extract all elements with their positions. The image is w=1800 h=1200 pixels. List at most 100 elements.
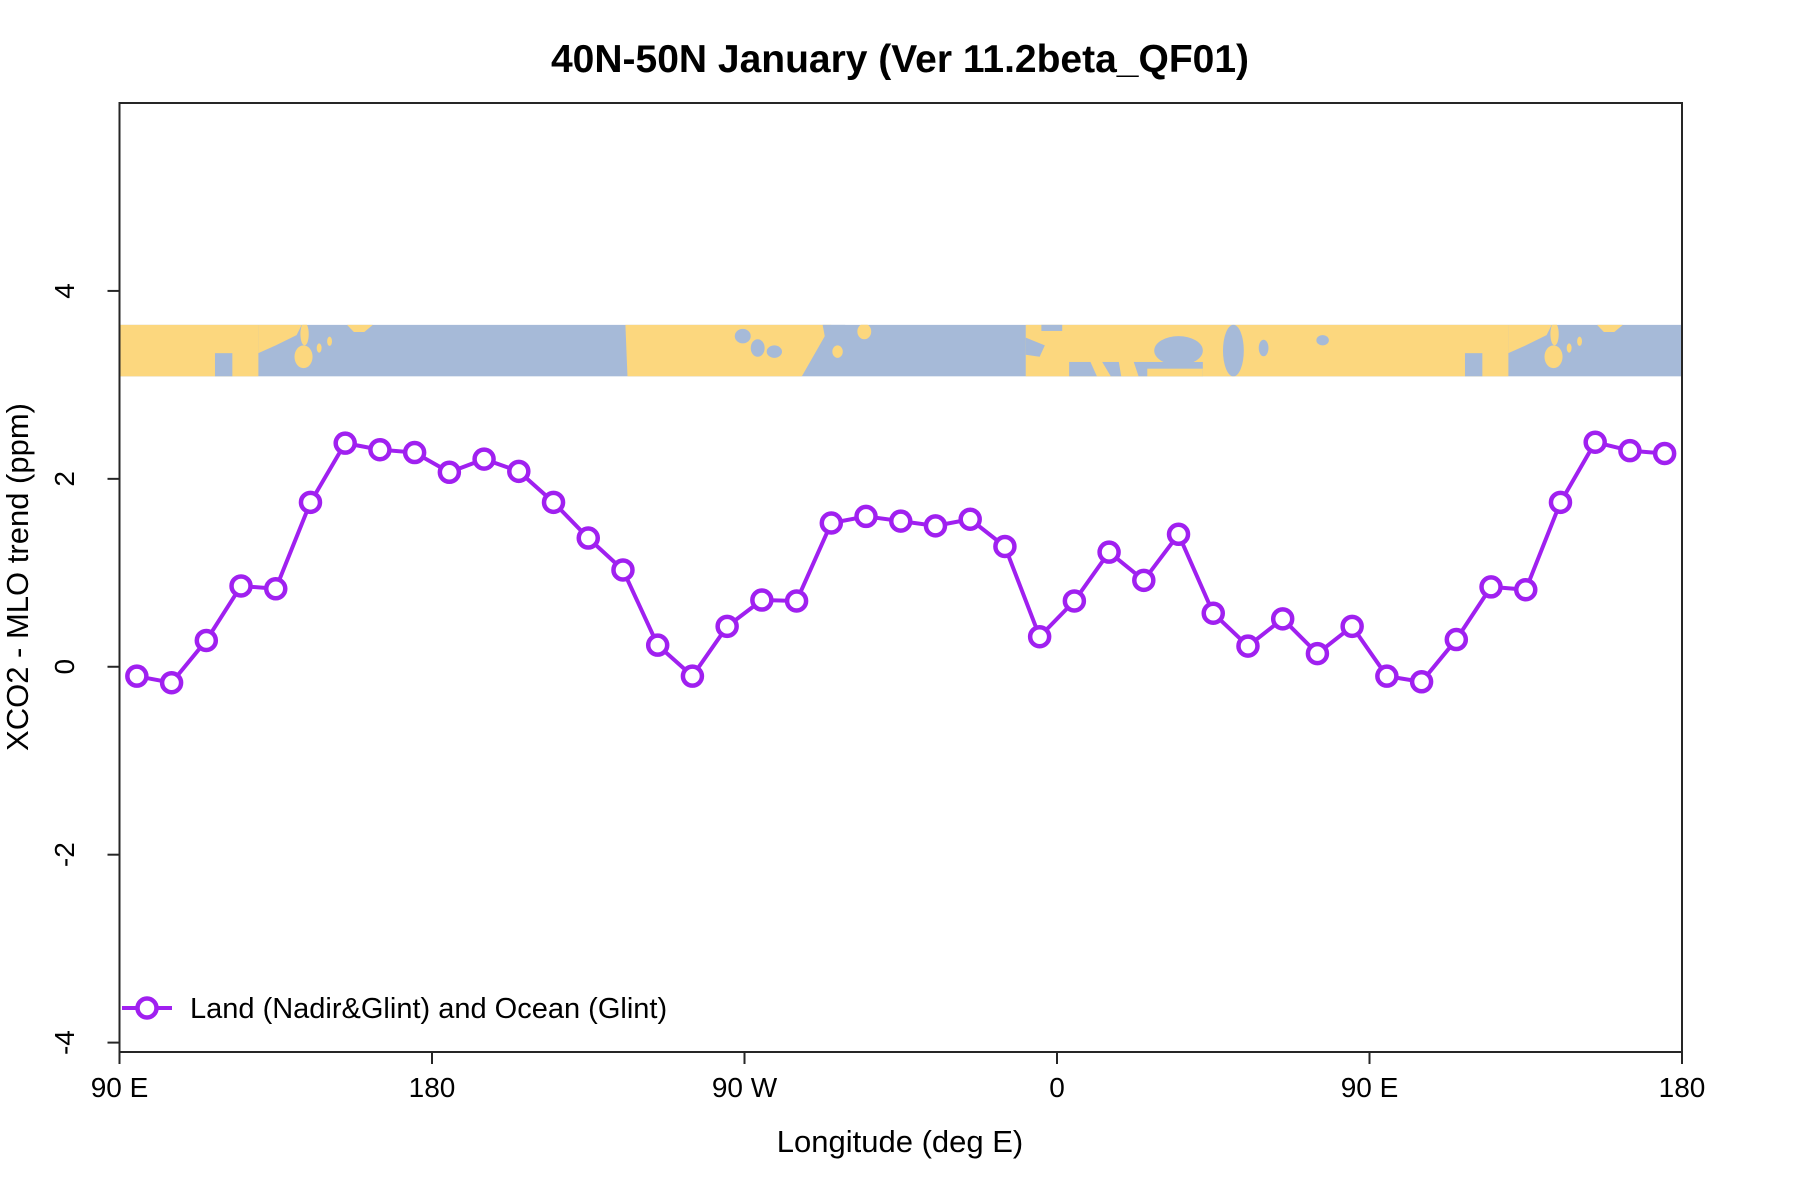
data-point (1548, 490, 1573, 515)
data-point (159, 670, 184, 695)
map-land-shape (316, 343, 322, 353)
map-water-shape (1464, 353, 1483, 377)
data-point (611, 558, 635, 582)
data-point (1444, 627, 1469, 652)
data-point (229, 574, 253, 598)
axes: 90 E 180 90 W 0 90 E 180 4 2 0 -2 -4 (49, 283, 1705, 1103)
data-point (750, 588, 774, 612)
data-point (194, 628, 219, 653)
map-water-shape (750, 339, 765, 357)
data-point (1027, 624, 1052, 649)
data-point (1166, 522, 1191, 547)
data-point (437, 460, 462, 485)
map-water-shape (734, 328, 751, 344)
data-point (715, 614, 739, 639)
y-tick-label: 2 (49, 471, 80, 487)
map-water-shape (1258, 339, 1269, 357)
map-land-shape (294, 345, 313, 369)
data-point (645, 633, 670, 657)
data-point (1132, 568, 1156, 593)
data-point (1236, 634, 1260, 658)
map-water-shape (1041, 324, 1063, 331)
legend-label: Land (Nadir&Glint) and Ocean (Glint) (190, 993, 667, 1025)
x-tick-label: 90 W (712, 1072, 778, 1103)
map-land-shape (1566, 343, 1572, 353)
chart-title: 40N-50N January (Ver 11.2beta_QF01) (551, 38, 1249, 81)
y-axis-title: XCO2 - MLO trend (ppm) (0, 403, 35, 751)
x-tick-label: 180 (1659, 1072, 1706, 1103)
data-point (1305, 641, 1330, 666)
x-tick-label: 0 (1049, 1072, 1065, 1103)
y-tick-label: 4 (49, 283, 80, 299)
map-land-shape (1147, 368, 1203, 377)
map-land-shape (1596, 324, 1623, 332)
data-point (1201, 601, 1225, 625)
data-point (264, 577, 288, 601)
map-land-shape (1577, 336, 1582, 346)
data-point (923, 514, 948, 538)
data-point (507, 459, 531, 484)
data-point (472, 447, 496, 471)
map-land-shape (625, 324, 832, 377)
map-water-shape (1154, 336, 1203, 366)
data-point (784, 589, 809, 613)
data-point (1479, 575, 1503, 599)
map-land-shape (1117, 355, 1139, 377)
map-land-shape (1550, 324, 1559, 346)
map-water-shape (822, 324, 846, 344)
data-point (1652, 441, 1677, 466)
data-point (1375, 664, 1399, 688)
map-land-shape (1086, 353, 1111, 377)
data-point (1340, 614, 1364, 639)
data-line (136, 439, 1665, 685)
map-water-shape (1222, 324, 1244, 377)
data-point (298, 490, 323, 515)
data-point (541, 490, 566, 515)
legend-open-circle-icon (135, 996, 159, 1020)
data-point (993, 534, 1017, 559)
map-water-shape (766, 345, 782, 358)
map-land-shape (327, 336, 333, 346)
data-point (368, 437, 392, 462)
data-point (1514, 577, 1538, 602)
data-point (1409, 670, 1434, 694)
data-point (1270, 607, 1295, 631)
x-tick-label: 90 E (1341, 1072, 1399, 1103)
y-tick-label: -2 (49, 842, 80, 867)
map-water-shape (214, 353, 233, 377)
data-point (958, 507, 982, 531)
map-land-shape (300, 324, 309, 346)
data-point (819, 511, 844, 535)
y-tick-label: 0 (49, 659, 80, 675)
data-point (1062, 589, 1087, 613)
map-land-shape (346, 324, 373, 332)
data-point (854, 504, 878, 529)
map-water-shape (1025, 337, 1045, 357)
data-point (1583, 430, 1607, 454)
data-point (680, 664, 705, 688)
data-point (576, 526, 600, 550)
data-series (125, 430, 1677, 695)
map-land-shape (119, 324, 259, 377)
x-tick-label: 180 (409, 1072, 456, 1103)
data-point (889, 509, 913, 533)
map-land-shape (1508, 324, 1552, 354)
legend: Land (Nadir&Glint) and Ocean (Glint) (122, 993, 667, 1025)
map-water-shape (1316, 335, 1329, 346)
x-axis-title: Longitude (deg E) (777, 1124, 1023, 1159)
x-tick-label: 90 E (91, 1072, 149, 1103)
y-tick-label: -4 (49, 1030, 80, 1055)
data-point (125, 664, 149, 688)
plot-box (118, 102, 1683, 1053)
data-point (1618, 438, 1642, 463)
map-land-shape (857, 324, 872, 340)
data-point (333, 431, 357, 455)
data-point (402, 440, 427, 465)
map-land-shape (832, 345, 843, 358)
map-strip (119, 324, 1682, 377)
data-point (1097, 540, 1121, 564)
map-land-shape (1544, 345, 1563, 369)
map-land-shape (258, 324, 302, 354)
map-strip-group (119, 324, 1682, 377)
